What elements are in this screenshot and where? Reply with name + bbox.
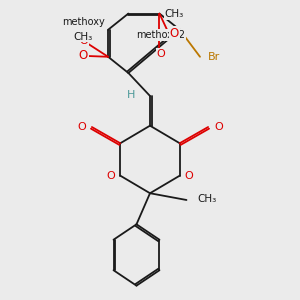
Text: O: O — [214, 122, 223, 132]
Text: CH₃: CH₃ — [198, 194, 217, 204]
Text: O: O — [184, 171, 193, 181]
Text: O: O — [77, 122, 86, 132]
Text: O: O — [170, 27, 179, 40]
Text: Br: Br — [208, 52, 220, 62]
Text: O: O — [79, 50, 88, 62]
Text: O: O — [80, 36, 88, 46]
Text: CH₃: CH₃ — [74, 32, 93, 41]
Text: O: O — [156, 49, 165, 59]
Text: H: H — [127, 90, 135, 100]
Text: methoxy2: methoxy2 — [136, 30, 185, 40]
Text: CH₃: CH₃ — [165, 9, 184, 20]
Text: methoxy: methoxy — [62, 17, 105, 27]
Text: O: O — [107, 171, 116, 181]
